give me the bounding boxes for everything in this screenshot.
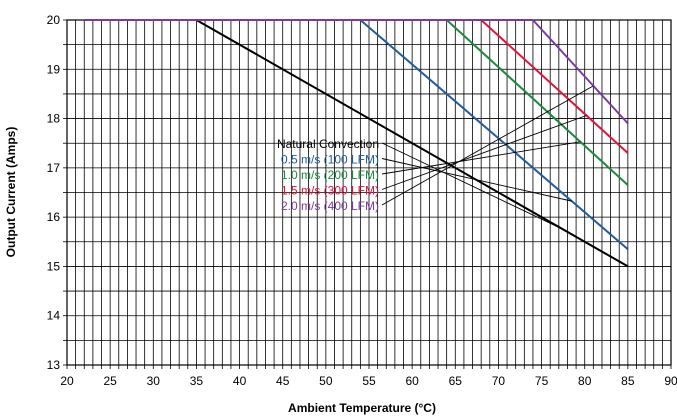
x-tick-label: 35 — [190, 374, 204, 388]
x-axis-label: Ambient Temperature (°C) — [288, 401, 436, 415]
y-tick-label: 16 — [47, 210, 61, 224]
x-tick-label: 40 — [233, 374, 247, 388]
x-tick-label: 30 — [147, 374, 161, 388]
y-tick-label: 13 — [47, 358, 61, 372]
legend-leader-3 — [381, 115, 587, 190]
y-tick-label: 14 — [47, 309, 61, 323]
legend-label-2: 1.0 m/s (200 LFM) — [281, 168, 379, 182]
x-tick-label: 75 — [535, 374, 549, 388]
y-tick-label: 17 — [47, 161, 61, 175]
y-tick-label: 19 — [47, 62, 61, 76]
legend-leader-lines — [381, 85, 594, 230]
legend: Natural Convection 0.5 m/s (100 LFM)1.0 m… — [277, 137, 379, 213]
y-tick-label: 20 — [47, 13, 61, 27]
x-tick-label: 45 — [276, 374, 290, 388]
y-tick-label: 18 — [47, 112, 61, 126]
x-tick-label: 85 — [621, 374, 635, 388]
legend-leader-2 — [381, 141, 581, 175]
x-tick-label: 70 — [492, 374, 506, 388]
x-tick-label: 55 — [362, 374, 376, 388]
x-tick-label: 20 — [60, 374, 74, 388]
legend-leader-0 — [381, 142, 564, 230]
series-line-4 — [84, 19, 629, 125]
legend-label-0: Natural Convection — [277, 137, 379, 151]
x-tick-label: 25 — [103, 374, 117, 388]
x-tick-label: 50 — [319, 374, 333, 388]
legend-label-4: 2.0 m/s (400 LFM) — [281, 199, 379, 213]
series-lines — [84, 19, 629, 268]
series-line-3 — [84, 19, 629, 154]
y-axis-label: Output Current (Amps) — [4, 127, 18, 258]
y-tick-label: 15 — [47, 259, 61, 273]
x-tick-label: 60 — [405, 374, 419, 388]
x-tick-label: 65 — [449, 374, 463, 388]
tick-labels: 20 25 30 35 40 45 50 55 60 65 70 75 80 85 90 13 14 15 16 17… — [47, 13, 677, 388]
legend-label-3: 1.5 m/s (300 LFM) — [281, 184, 379, 198]
series-line-1 — [84, 19, 629, 250]
legend-leader-1 — [381, 158, 572, 202]
legend-label-1: 0.5 m/s (100 LFM) — [281, 153, 379, 167]
x-tick-label: 90 — [664, 374, 677, 388]
legend-leader-4 — [381, 85, 594, 206]
x-tick-label: 80 — [578, 374, 592, 388]
